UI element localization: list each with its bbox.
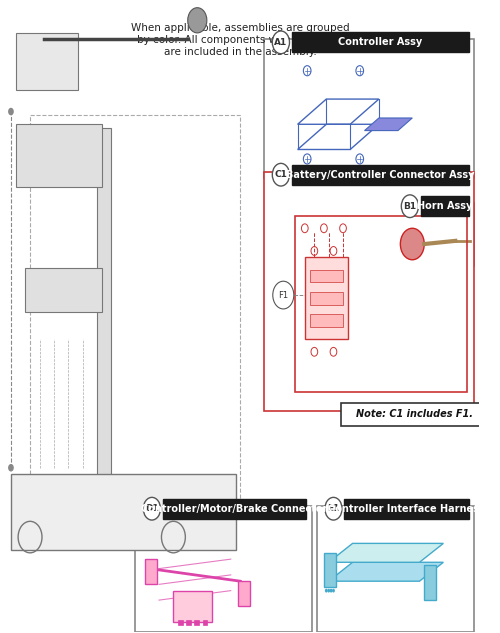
Polygon shape [328,543,444,562]
Circle shape [402,195,418,218]
Circle shape [325,498,342,520]
Bar [264,172,474,411]
Text: Horn Assy: Horn Assy [417,201,472,211]
Circle shape [332,589,335,592]
Text: Controller Interface Harness: Controller Interface Harness [328,504,485,514]
Bar [26,268,102,312]
Bar [310,270,343,282]
Text: Controller Assy: Controller Assy [338,37,422,47]
Bar [310,314,343,327]
Text: Battery/Controller Connector Assy: Battery/Controller Connector Assy [286,170,474,180]
Bar [424,565,436,600]
Bar [292,32,469,53]
Circle shape [328,589,330,592]
Bar [97,128,112,518]
Bar [30,115,240,506]
Circle shape [8,108,14,115]
Text: B1: B1 [404,202,416,211]
Circle shape [8,464,14,472]
Bar [135,506,312,632]
Bar [344,499,469,519]
Bar [295,216,468,392]
Circle shape [188,8,207,33]
Bar [186,620,191,625]
Bar [174,591,212,622]
Text: Note: C1 includes F1.: Note: C1 includes F1. [356,409,473,419]
Bar [16,33,78,90]
Text: E1: E1 [328,505,340,513]
Circle shape [272,31,289,54]
Bar [178,620,183,625]
Circle shape [400,229,424,260]
Text: F1: F1 [278,291,288,299]
Bar [305,257,348,339]
Bar [340,403,494,425]
Circle shape [144,498,160,520]
Circle shape [272,163,289,186]
Bar [310,292,343,304]
Circle shape [325,589,328,592]
Bar [144,559,156,584]
Text: Controller/Motor/Brake Connector: Controller/Motor/Brake Connector [142,504,328,514]
Bar [163,499,306,519]
Bar [264,39,474,178]
Bar [316,506,474,632]
Text: D1: D1 [145,505,159,513]
Text: C1: C1 [274,170,287,179]
Circle shape [330,589,332,592]
Bar [324,553,336,587]
Bar [16,125,102,187]
Bar [292,165,469,185]
Bar [421,196,469,216]
Polygon shape [364,118,412,130]
Bar [238,581,250,606]
Bar [11,474,235,549]
Text: When applicable, assemblies are grouped
by color. All components with that color: When applicable, assemblies are grouped … [131,23,350,56]
Polygon shape [328,562,444,581]
Bar [194,620,199,625]
Bar [202,620,207,625]
Bar [393,203,474,266]
Text: A1: A1 [274,38,287,47]
